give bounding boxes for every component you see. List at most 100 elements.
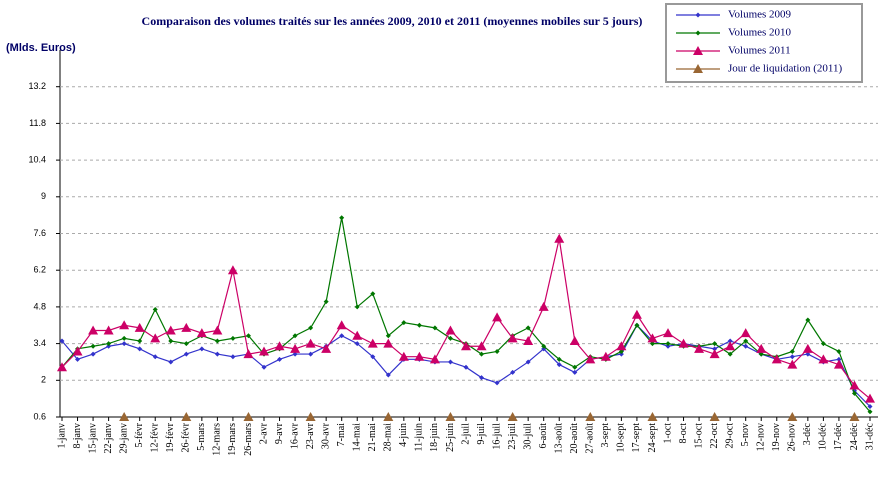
data-point <box>523 335 534 345</box>
data-point <box>383 412 394 421</box>
x-tick-label: 12-févr <box>150 422 161 452</box>
x-tick-label: 2-juil <box>460 423 471 445</box>
data-point <box>461 341 471 351</box>
data-point <box>569 335 580 345</box>
data-point <box>634 322 640 328</box>
data-point <box>152 354 158 360</box>
data-point <box>694 343 705 353</box>
x-tick-label: 2-avr <box>258 422 269 444</box>
data-point <box>196 328 207 338</box>
data-point <box>323 299 329 305</box>
data-point <box>214 351 220 357</box>
legend-label: Volumes 2010 <box>728 27 792 39</box>
data-point <box>354 341 360 347</box>
data-point <box>370 291 376 297</box>
x-tick-label: 11-juin <box>414 423 425 452</box>
data-point <box>867 409 873 415</box>
data-point <box>836 348 842 354</box>
data-point <box>709 349 720 359</box>
data-point <box>305 412 316 421</box>
data-point <box>849 380 860 390</box>
data-point <box>385 333 391 339</box>
data-point <box>479 375 485 381</box>
data-point <box>150 333 161 343</box>
data-point <box>339 333 345 339</box>
x-tick-label: 23-juil <box>507 423 518 450</box>
data-point <box>212 325 223 335</box>
data-point <box>230 335 236 341</box>
data-point <box>370 354 376 360</box>
data-point <box>479 351 485 357</box>
x-tick-label: 5-nov <box>740 423 751 446</box>
data-point <box>572 364 578 370</box>
x-tick-label: 19-mars <box>227 423 238 456</box>
data-point <box>401 320 407 326</box>
x-tick-label: 9-juil <box>476 423 487 445</box>
data-point <box>274 341 285 351</box>
data-point <box>709 412 720 421</box>
data-point <box>771 354 782 364</box>
data-point <box>59 338 65 344</box>
data-point <box>367 338 378 348</box>
data-point <box>647 412 658 421</box>
data-point <box>712 341 718 347</box>
x-tick-label: 20-août <box>569 423 580 454</box>
x-tick-label: 31-déc <box>864 422 875 450</box>
data-point <box>541 343 547 349</box>
data-point <box>165 325 176 335</box>
data-point <box>385 372 391 378</box>
x-tick-label: 5-févr <box>134 422 145 447</box>
data-point <box>429 354 440 364</box>
x-tick-label: 12-nov <box>756 423 767 451</box>
data-point <box>447 359 453 365</box>
x-tick-label: 7-mai <box>336 423 347 447</box>
data-point <box>494 348 500 354</box>
x-tick-label: 3-sept <box>600 423 611 448</box>
y-tick-label: 2 <box>41 375 46 385</box>
data-point <box>463 364 469 370</box>
data-point <box>339 215 345 221</box>
x-tick-label: 27-août <box>585 423 596 454</box>
data-point <box>712 346 718 352</box>
x-tick-label: 29-oct <box>724 423 735 449</box>
data-point <box>308 351 314 357</box>
x-tick-label: 26-févr <box>181 422 192 452</box>
data-point <box>181 322 192 332</box>
data-point <box>447 335 453 341</box>
data-point <box>168 359 174 365</box>
legend-label: Jour de liquidation (2011) <box>728 63 842 75</box>
data-point <box>525 359 531 365</box>
data-point <box>121 341 127 347</box>
data-point <box>199 346 205 352</box>
data-point <box>445 325 456 335</box>
x-tick-label: 26-mars <box>243 423 254 456</box>
data-point <box>181 412 192 421</box>
x-tick-label: 8-oct <box>678 423 689 444</box>
legend-label: Volumes 2009 <box>728 9 792 21</box>
legend-marker <box>695 12 701 18</box>
data-point <box>137 338 143 344</box>
data-point <box>494 380 500 386</box>
data-point <box>106 343 112 349</box>
data-point <box>119 412 130 421</box>
data-point <box>725 341 736 351</box>
data-point <box>833 359 844 369</box>
x-tick-label: 3-déc <box>802 422 813 445</box>
data-point <box>556 356 562 362</box>
data-point <box>756 343 767 353</box>
x-tick-label: 5-mars <box>196 423 207 451</box>
x-tick-label: 19-févr <box>165 422 176 452</box>
data-point <box>510 369 516 375</box>
data-point <box>631 309 642 319</box>
x-tick-label: 24-sept <box>647 423 658 453</box>
data-point <box>618 351 624 357</box>
data-point <box>727 338 733 344</box>
y-tick-label: 3.4 <box>33 338 46 348</box>
data-point <box>245 333 251 339</box>
x-tick-label: 4-juin <box>398 423 409 447</box>
x-tick-label: 30-avr <box>320 422 331 449</box>
x-tick-label: 28-mai <box>383 423 394 452</box>
data-point <box>243 349 254 359</box>
data-point <box>103 325 114 335</box>
data-point <box>88 325 99 335</box>
